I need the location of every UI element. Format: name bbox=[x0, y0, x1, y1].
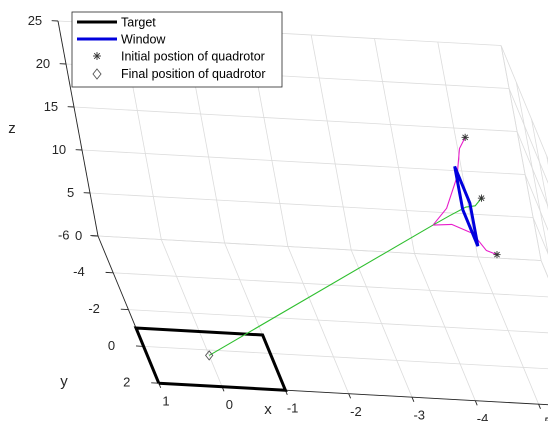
y-tick-label: -6 bbox=[58, 227, 70, 242]
trajectory-line-2 bbox=[432, 197, 482, 226]
legend-star-icon bbox=[93, 52, 101, 60]
z-tick-label: 20 bbox=[36, 56, 50, 71]
legend-initial-label: Initial postion of quadrotor bbox=[121, 50, 265, 64]
x-tick-mark bbox=[538, 404, 541, 409]
floor-grid-y bbox=[128, 309, 548, 334]
y-tick-label: 0 bbox=[108, 338, 115, 353]
x-tick-label: -1 bbox=[287, 401, 299, 416]
z-tick-label: 25 bbox=[28, 13, 42, 28]
legend-target-label: Target bbox=[121, 16, 156, 30]
z-tick-label: 15 bbox=[44, 99, 58, 114]
final-position-marker bbox=[205, 350, 214, 361]
initial-position-marker-3 bbox=[493, 251, 501, 259]
legend-box bbox=[71, 11, 283, 88]
floor-grid-y bbox=[113, 272, 548, 298]
legend-diamond-icon bbox=[92, 68, 102, 80]
target-rectangle bbox=[133, 326, 288, 392]
legend: Target Window Initial postion of quadrot… bbox=[71, 11, 283, 88]
z-tick-label: 10 bbox=[52, 142, 66, 157]
back-wall-grid-z bbox=[81, 149, 526, 175]
side-wall-grid-z bbox=[532, 217, 548, 255]
x-axis-label: x bbox=[264, 401, 272, 418]
back-wall-grid-z bbox=[73, 106, 518, 132]
side-wall-grid-z bbox=[508, 88, 548, 184]
back-wall-grid-x bbox=[310, 34, 352, 251]
y-tick-label: -2 bbox=[88, 301, 100, 316]
back-wall-grid-x bbox=[437, 41, 479, 258]
back-wall-grid-x bbox=[374, 38, 415, 254]
legend-window-label: Window bbox=[121, 33, 166, 47]
y-tick-label: -4 bbox=[73, 264, 85, 279]
trajectory-line-3 bbox=[433, 223, 498, 256]
side-wall-grid-z bbox=[540, 260, 548, 279]
trajectory-line-4 bbox=[208, 224, 434, 356]
side-wall-grid-y bbox=[531, 119, 548, 210]
window-frame bbox=[453, 165, 480, 247]
plot-data bbox=[133, 133, 501, 392]
y-axis-label: y bbox=[60, 373, 68, 390]
initial-position-marker-2 bbox=[477, 194, 486, 202]
floor-grid-x bbox=[540, 260, 548, 279]
x-tick-mark bbox=[474, 400, 478, 406]
side-wall-grid-z bbox=[516, 131, 548, 208]
x-tick-mark bbox=[411, 397, 415, 402]
y-tick-label: 2 bbox=[123, 375, 130, 390]
floor-grid-y bbox=[143, 346, 548, 370]
side-wall-grid-y bbox=[500, 45, 542, 261]
x-tick-label: -3 bbox=[413, 408, 425, 421]
initial-position-marker-1 bbox=[461, 133, 469, 141]
back-wall-grid-z bbox=[89, 192, 534, 218]
x-tick-label: -4 bbox=[477, 411, 489, 421]
x-tick-label: -5 bbox=[540, 415, 548, 421]
side-wall-grid-z bbox=[500, 45, 548, 161]
z-tick-label: 5 bbox=[67, 185, 74, 200]
side-wall-grid-z bbox=[524, 174, 548, 231]
x-tick-label: -2 bbox=[350, 404, 362, 419]
x-tick-label: 0 bbox=[226, 397, 233, 412]
z-axis-label: z bbox=[8, 120, 16, 137]
x-tick-label: 1 bbox=[162, 394, 169, 409]
z-axis-line bbox=[57, 20, 99, 237]
z-tick-label: 0 bbox=[75, 228, 82, 243]
side-wall-grid-y bbox=[515, 82, 548, 255]
x-tick-mark bbox=[348, 393, 352, 399]
legend-final-label: Final position of quadrotor bbox=[121, 67, 266, 81]
back-wall-grid-z bbox=[97, 235, 542, 261]
